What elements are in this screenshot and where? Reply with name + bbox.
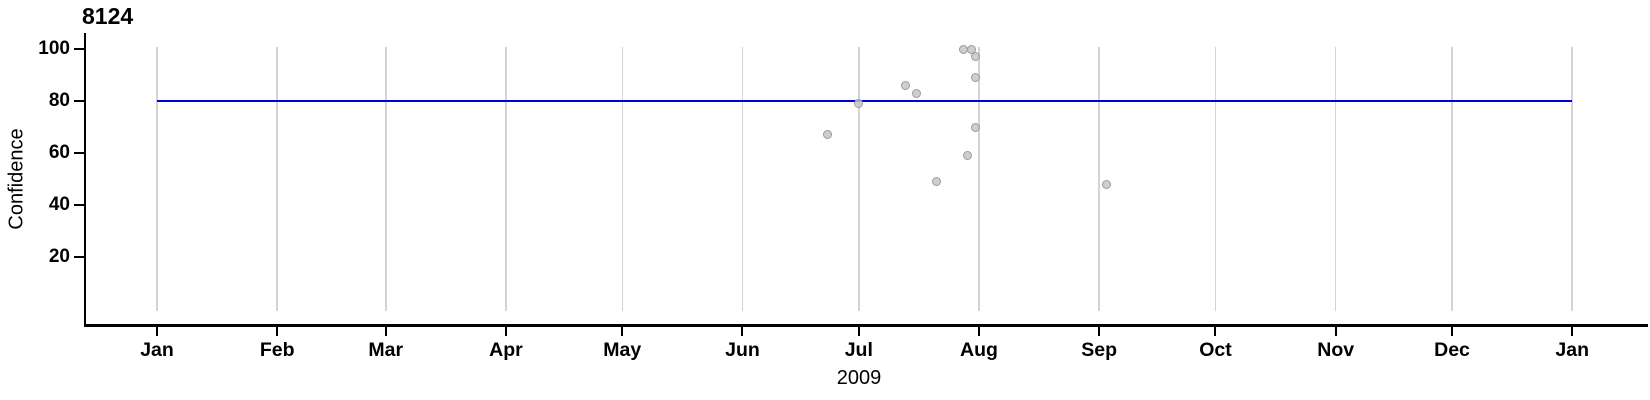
data-point xyxy=(854,99,864,109)
x-axis-tick xyxy=(977,325,980,336)
y-axis-tick xyxy=(74,256,85,258)
data-point xyxy=(970,122,980,132)
y-axis-tick-label: 60 xyxy=(48,142,70,163)
x-axis-tick-label: Oct xyxy=(1199,339,1232,361)
panel-title: 8124 xyxy=(82,3,134,29)
x-axis-tick-label: Jun xyxy=(725,339,760,361)
y-axis-tick xyxy=(74,152,85,154)
x-axis-tick-label: Mar xyxy=(368,339,404,361)
y-axis-tick-label: 100 xyxy=(38,38,70,59)
month-gridline xyxy=(621,47,624,311)
month-gridline xyxy=(978,47,980,311)
month-gridline xyxy=(741,47,744,311)
data-point xyxy=(823,130,833,140)
x-axis-tick xyxy=(504,325,507,336)
data-point xyxy=(931,177,941,187)
data-point xyxy=(1102,179,1112,189)
x-axis-tick-label: Apr xyxy=(489,339,523,361)
month-gridline xyxy=(1334,47,1337,311)
data-point xyxy=(970,52,980,62)
x-axis-tick xyxy=(156,325,158,336)
y-axis-tick xyxy=(74,100,85,102)
month-gridline xyxy=(156,47,158,311)
x-axis-tick xyxy=(1098,325,1101,336)
x-axis-tick xyxy=(1451,325,1453,336)
x-axis-tick-label: Dec xyxy=(1434,339,1470,361)
month-gridline xyxy=(1214,47,1217,311)
x-axis-tick-label: Aug xyxy=(960,339,998,361)
x-axis-tick-label: Sep xyxy=(1081,339,1118,361)
reference-line xyxy=(157,100,1573,102)
x-axis-tick xyxy=(741,325,744,336)
x-axis-tick-label: Jan xyxy=(1555,339,1589,361)
y-axis-tick xyxy=(74,204,85,206)
y-axis-line xyxy=(84,33,86,325)
x-axis-tick-label: Nov xyxy=(1317,339,1355,361)
month-gridline xyxy=(385,47,387,311)
y-axis-tick-label: 20 xyxy=(48,246,70,267)
x-axis-tick xyxy=(621,325,624,336)
month-gridline xyxy=(1451,47,1453,311)
x-axis-tick-label: Jul xyxy=(844,339,873,361)
data-point xyxy=(900,80,910,90)
x-axis-year-label: 2009 xyxy=(836,367,882,389)
month-gridline xyxy=(858,47,860,311)
x-axis-tick xyxy=(1571,325,1574,336)
y-axis-tick xyxy=(74,48,85,50)
month-gridline xyxy=(276,47,278,311)
month-gridline xyxy=(1098,47,1100,311)
month-gridline xyxy=(1571,47,1573,311)
x-axis-line xyxy=(84,324,1648,327)
data-point xyxy=(962,151,972,161)
x-axis-tick xyxy=(857,325,860,336)
month-gridline xyxy=(505,47,507,311)
x-axis-tick-label: Jan xyxy=(140,339,174,361)
x-axis-tick-label: Feb xyxy=(259,339,295,361)
x-axis-tick xyxy=(276,325,279,336)
y-axis-tick-label: 80 xyxy=(48,90,70,111)
x-axis-tick xyxy=(1334,325,1337,336)
y-axis-tick-label: 40 xyxy=(48,194,70,215)
x-axis-tick xyxy=(384,325,387,336)
data-point xyxy=(912,88,922,98)
x-axis-tick xyxy=(1214,325,1217,336)
x-axis-tick-label: May xyxy=(603,339,642,361)
data-point xyxy=(970,73,980,83)
